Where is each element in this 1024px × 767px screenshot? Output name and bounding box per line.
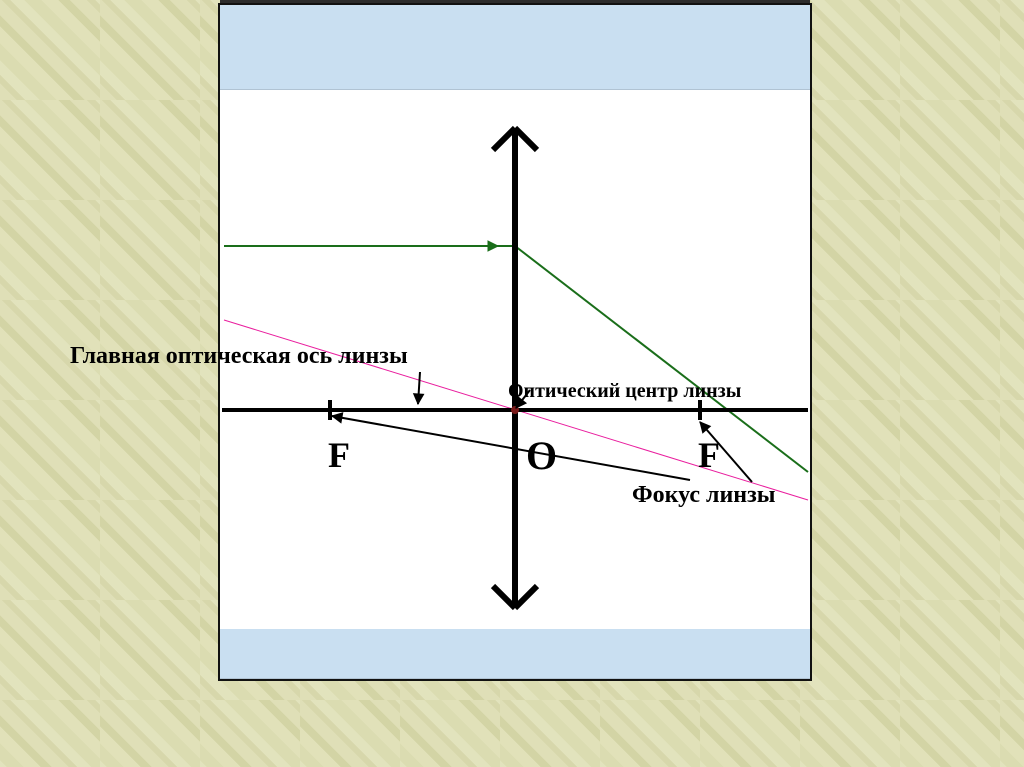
symbol-O: O <box>526 432 557 479</box>
label-optical-center: Оптический центр линзы <box>508 380 741 403</box>
label-optical-axis: Главная оптическая ось линзы <box>70 343 408 370</box>
slide-background: Главная оптическая ось линзы Оптический … <box>0 0 1024 767</box>
symbol-F-right: F <box>698 434 720 476</box>
symbol-F-left: F <box>328 434 350 476</box>
label-focus: Фокус линзы <box>632 482 776 509</box>
